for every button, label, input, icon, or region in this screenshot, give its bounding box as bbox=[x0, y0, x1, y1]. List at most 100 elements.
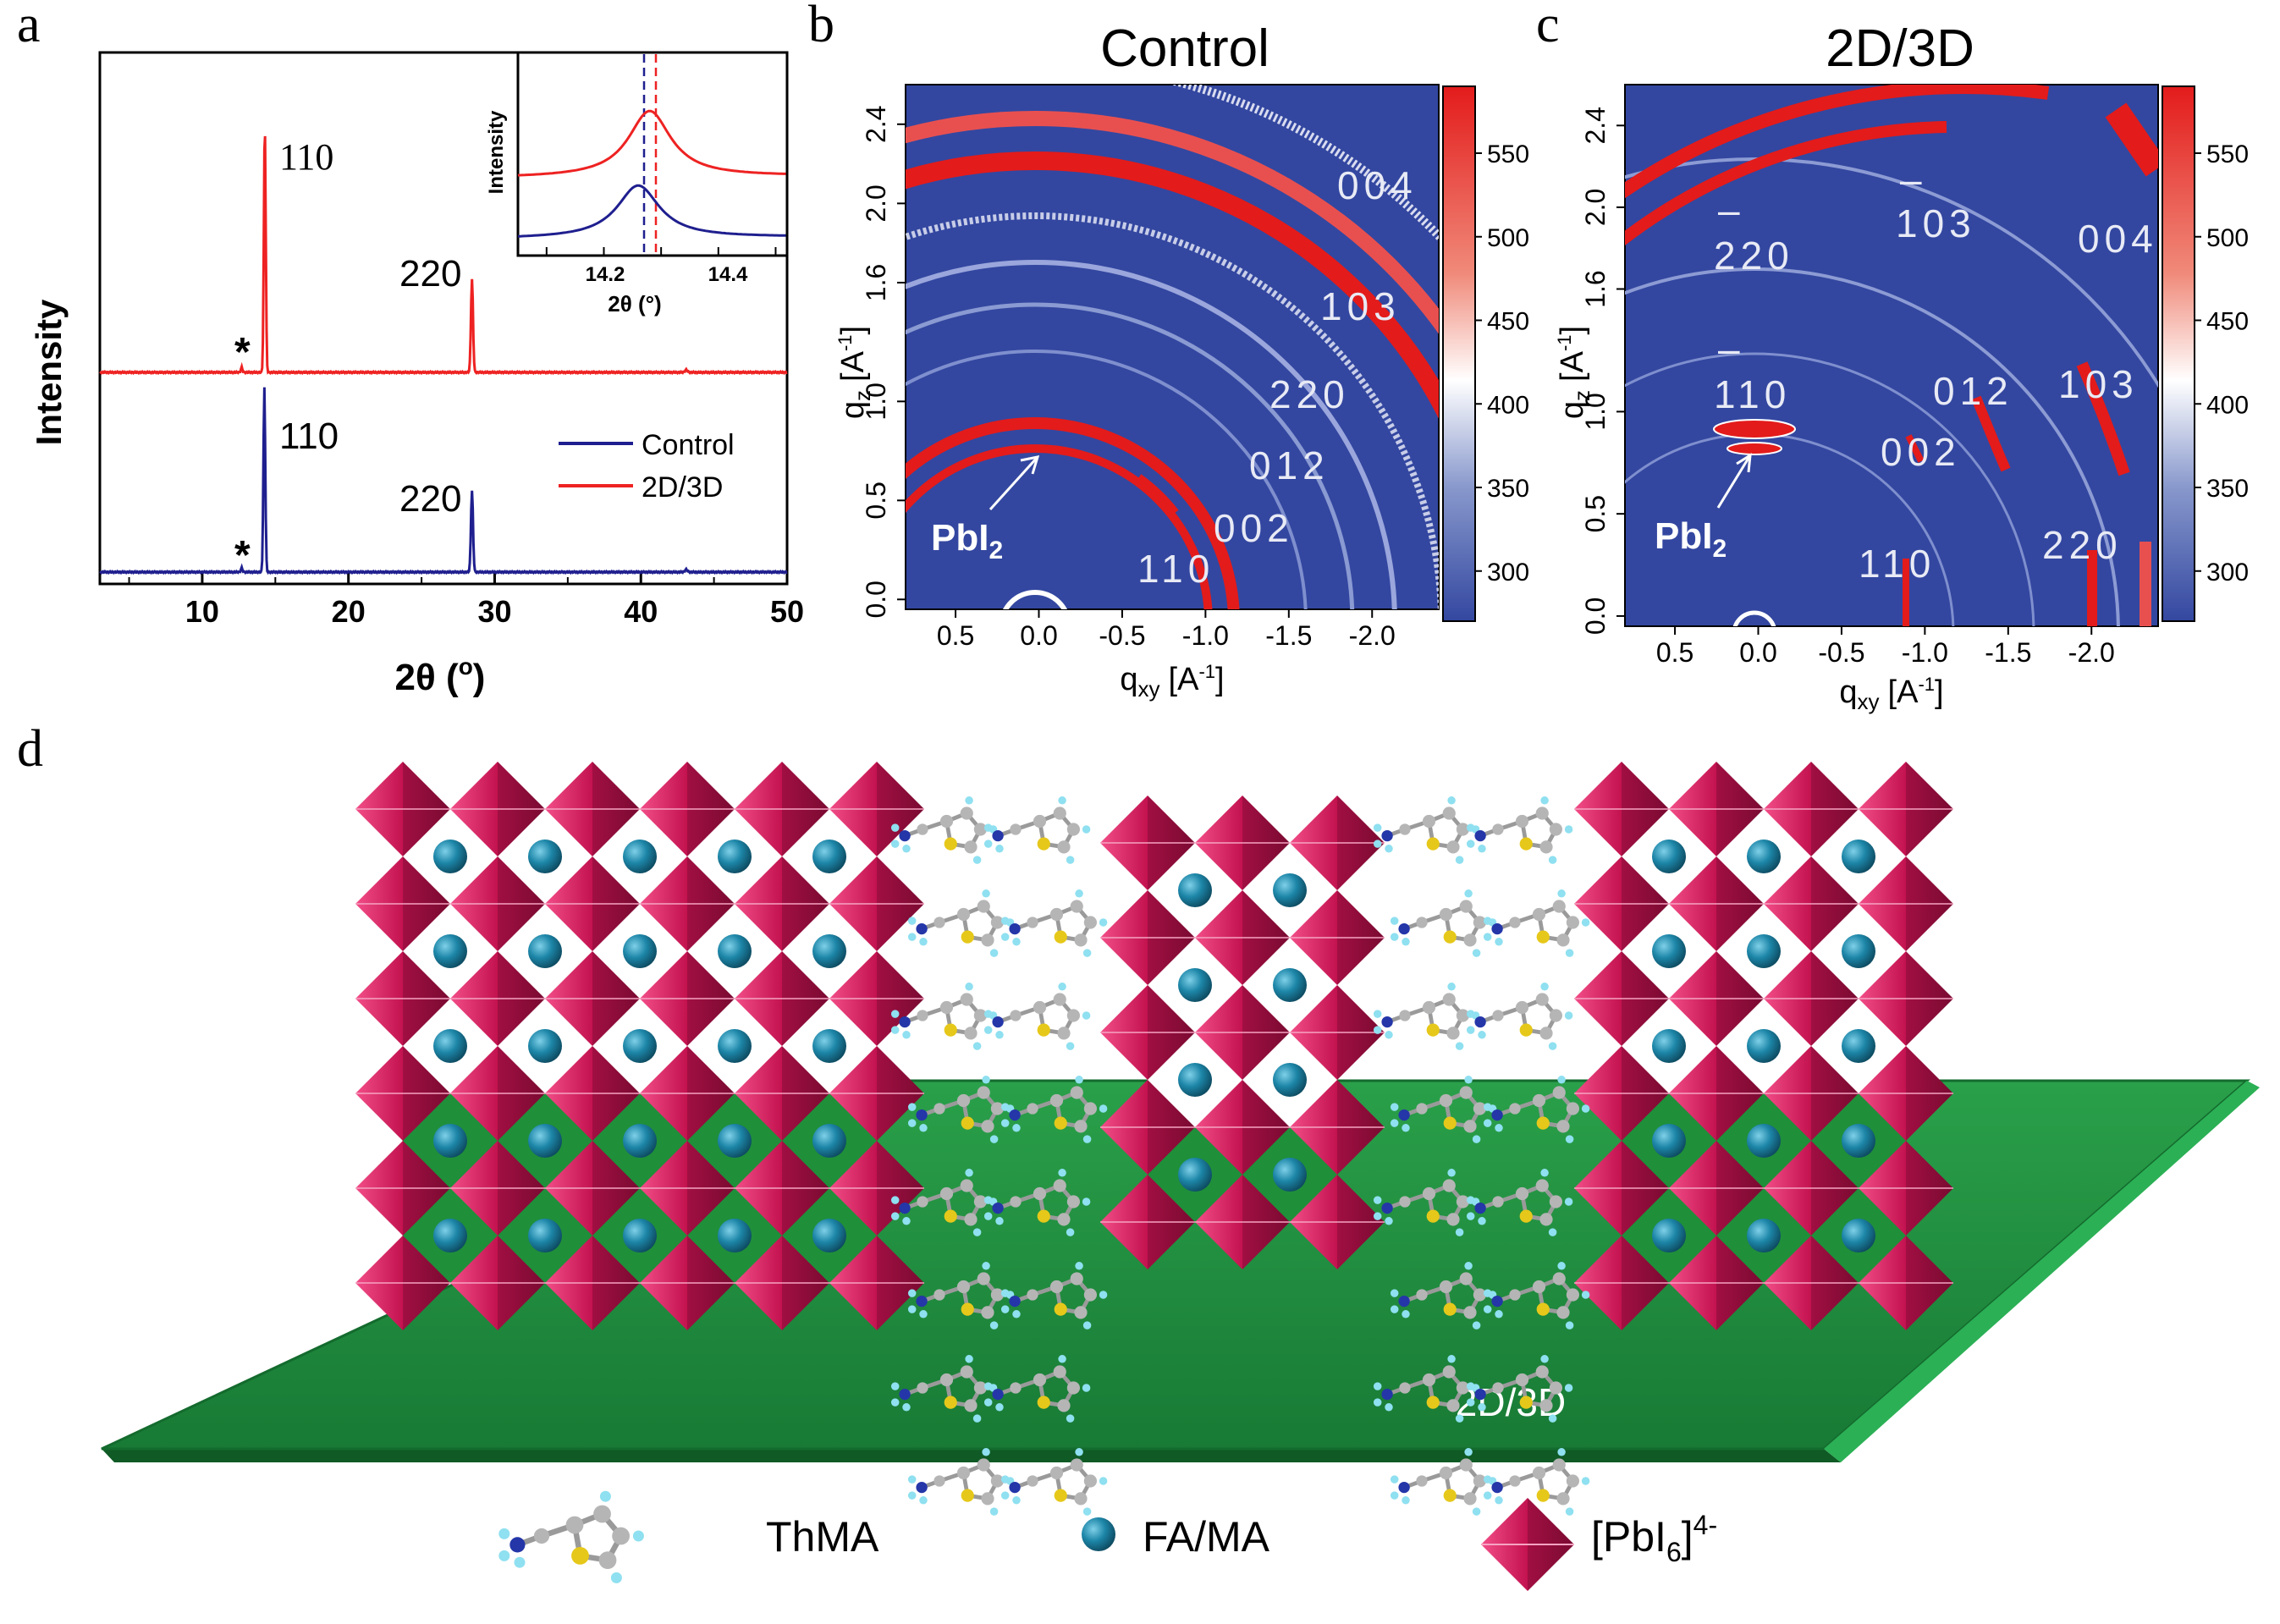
hydrogen-atom bbox=[1373, 1398, 1382, 1407]
carbon-atom bbox=[939, 1186, 954, 1201]
pbi6-octahedron bbox=[1764, 1046, 1859, 1141]
ytick-label: 1.0 bbox=[861, 383, 891, 420]
ytick-label: 0.0 bbox=[1580, 597, 1611, 635]
label-c-012: 012 bbox=[1933, 369, 2013, 413]
pbi6-octahedron bbox=[1290, 795, 1385, 890]
panel-label-d: d bbox=[17, 720, 43, 778]
thma-molecule bbox=[890, 796, 998, 864]
peak-2d3d-220: 220 bbox=[399, 253, 461, 295]
thma-molecule bbox=[1373, 796, 1480, 864]
hydrogen-atom bbox=[1012, 1310, 1021, 1318]
panel-b-xlabel-exp: -1 bbox=[1198, 661, 1215, 682]
carbon-atom bbox=[1532, 1466, 1546, 1480]
carbon-atom bbox=[973, 823, 987, 836]
panel-b-ylabel-close: ] bbox=[835, 326, 871, 335]
pbi6-octahedron bbox=[1764, 1141, 1859, 1236]
streak-c-edge bbox=[2140, 542, 2151, 626]
carbon-atom bbox=[981, 933, 994, 947]
carbon-atom bbox=[1456, 1009, 1469, 1022]
nitrogen-atom bbox=[1381, 1202, 1393, 1214]
nitrogen-atom bbox=[916, 1109, 928, 1121]
hydrogen-atom bbox=[965, 1355, 973, 1363]
trace-2d3d bbox=[99, 135, 788, 376]
pbi6-octahedron bbox=[450, 951, 545, 1046]
carbon-atom bbox=[1456, 1195, 1469, 1208]
hydrogen-atom bbox=[907, 1491, 917, 1500]
hydrogen-atom bbox=[1082, 1507, 1092, 1516]
carbon-atom bbox=[1027, 1475, 1038, 1487]
carbon-atom bbox=[973, 1381, 987, 1395]
carbon-atom bbox=[1566, 1474, 1579, 1488]
sulfur-atom bbox=[1443, 1116, 1457, 1130]
sulfur-atom bbox=[571, 1547, 589, 1565]
fa-ma-cation bbox=[528, 1124, 562, 1158]
hydrogen-atom bbox=[1000, 1289, 1010, 1297]
pbi6-octahedron bbox=[829, 856, 924, 951]
pbi6-octahedron bbox=[1195, 795, 1290, 890]
carbon-atom bbox=[990, 916, 1004, 929]
carbon-atom bbox=[1556, 1120, 1570, 1133]
fa-ma-cation bbox=[812, 1219, 846, 1252]
colorbar-tick-label: 500 bbox=[1487, 224, 1529, 252]
carbon-atom bbox=[964, 840, 978, 854]
carbon-atom bbox=[1456, 823, 1469, 836]
hydrogen-atom bbox=[1557, 1448, 1566, 1456]
colorbar-tick-label: 450 bbox=[1487, 308, 1529, 336]
fa-ma-cation bbox=[1273, 1063, 1307, 1097]
panel-c-xlabel-exp: -1 bbox=[1918, 674, 1935, 695]
pbi6-octahedron bbox=[1195, 890, 1290, 985]
hydrogen-atom bbox=[1082, 1321, 1092, 1329]
pbi6-octahedron bbox=[1859, 1236, 1953, 1330]
hydrogen-atom bbox=[890, 1212, 900, 1220]
hydrogen-atom bbox=[983, 823, 993, 832]
hydrogen-atom bbox=[1012, 1496, 1021, 1505]
arrow-b-pbi2 bbox=[989, 455, 1039, 511]
hydrogen-atom bbox=[995, 1217, 1004, 1225]
nitrogen-atom bbox=[1491, 1481, 1503, 1494]
hydrogen-atom bbox=[1390, 1289, 1399, 1297]
label-b-220: 220 bbox=[1269, 372, 1350, 416]
hydrogen-atom bbox=[1495, 938, 1503, 946]
arrowhead-b-pbi2 bbox=[1020, 455, 1040, 475]
carbon-atom bbox=[977, 1272, 990, 1285]
carbon-atom bbox=[1539, 840, 1553, 854]
hydrogen-atom bbox=[1390, 1103, 1399, 1111]
fa-ma-cation bbox=[623, 1219, 657, 1252]
nitrogen-atom bbox=[916, 922, 928, 935]
hydrogen-atom bbox=[907, 1305, 917, 1313]
hydrogen-atom bbox=[989, 1135, 999, 1143]
hydrogen-atom bbox=[982, 1262, 990, 1270]
hydrogen-atom bbox=[1483, 1119, 1492, 1127]
hydrogen-atom bbox=[632, 1530, 644, 1542]
peak-2d3d-110: 110 bbox=[279, 136, 333, 178]
peak-control-110: 110 bbox=[279, 416, 339, 457]
carbon-atom bbox=[1473, 916, 1486, 929]
panel-d-legend: ThMA FA/MA [PbI6]4- bbox=[498, 1490, 1717, 1591]
pbi6-octahedron bbox=[1764, 856, 1859, 951]
hydrogen-atom bbox=[989, 949, 999, 957]
label-c-220: 220 bbox=[1714, 234, 1794, 278]
fa-ma-cation bbox=[1842, 1029, 1875, 1063]
carbon-atom bbox=[939, 814, 954, 829]
hydrogen-atom bbox=[1466, 1026, 1475, 1034]
carbon-atom bbox=[990, 1288, 1004, 1302]
fa-ma-cation bbox=[718, 840, 752, 873]
arc-c-103-right bbox=[2076, 361, 2130, 476]
carbon-atom bbox=[1422, 1373, 1436, 1387]
carbon-atom bbox=[1053, 1179, 1066, 1192]
panel-c-ylabel-sub: z bbox=[1569, 390, 1594, 401]
hydrogen-atom bbox=[1464, 1262, 1473, 1270]
thma-molecule bbox=[1466, 1169, 1573, 1236]
carbon-atom bbox=[1473, 1102, 1486, 1115]
ytick-label: 0.5 bbox=[1580, 495, 1611, 532]
hydrogen-atom bbox=[1402, 938, 1410, 946]
panel-b-xlabel-unit: [A bbox=[1169, 662, 1200, 697]
legend-pbi6-close: ] bbox=[1682, 1513, 1693, 1561]
carbon-atom bbox=[1027, 1103, 1038, 1115]
hydrogen-atom bbox=[1000, 1475, 1010, 1484]
hydrogen-atom bbox=[995, 1031, 1004, 1039]
fa-ma-cation bbox=[1747, 840, 1781, 873]
fa-ma-cation bbox=[812, 934, 846, 968]
inset-ylabel: Intensity bbox=[485, 110, 508, 194]
sulfur-atom bbox=[1426, 837, 1440, 851]
